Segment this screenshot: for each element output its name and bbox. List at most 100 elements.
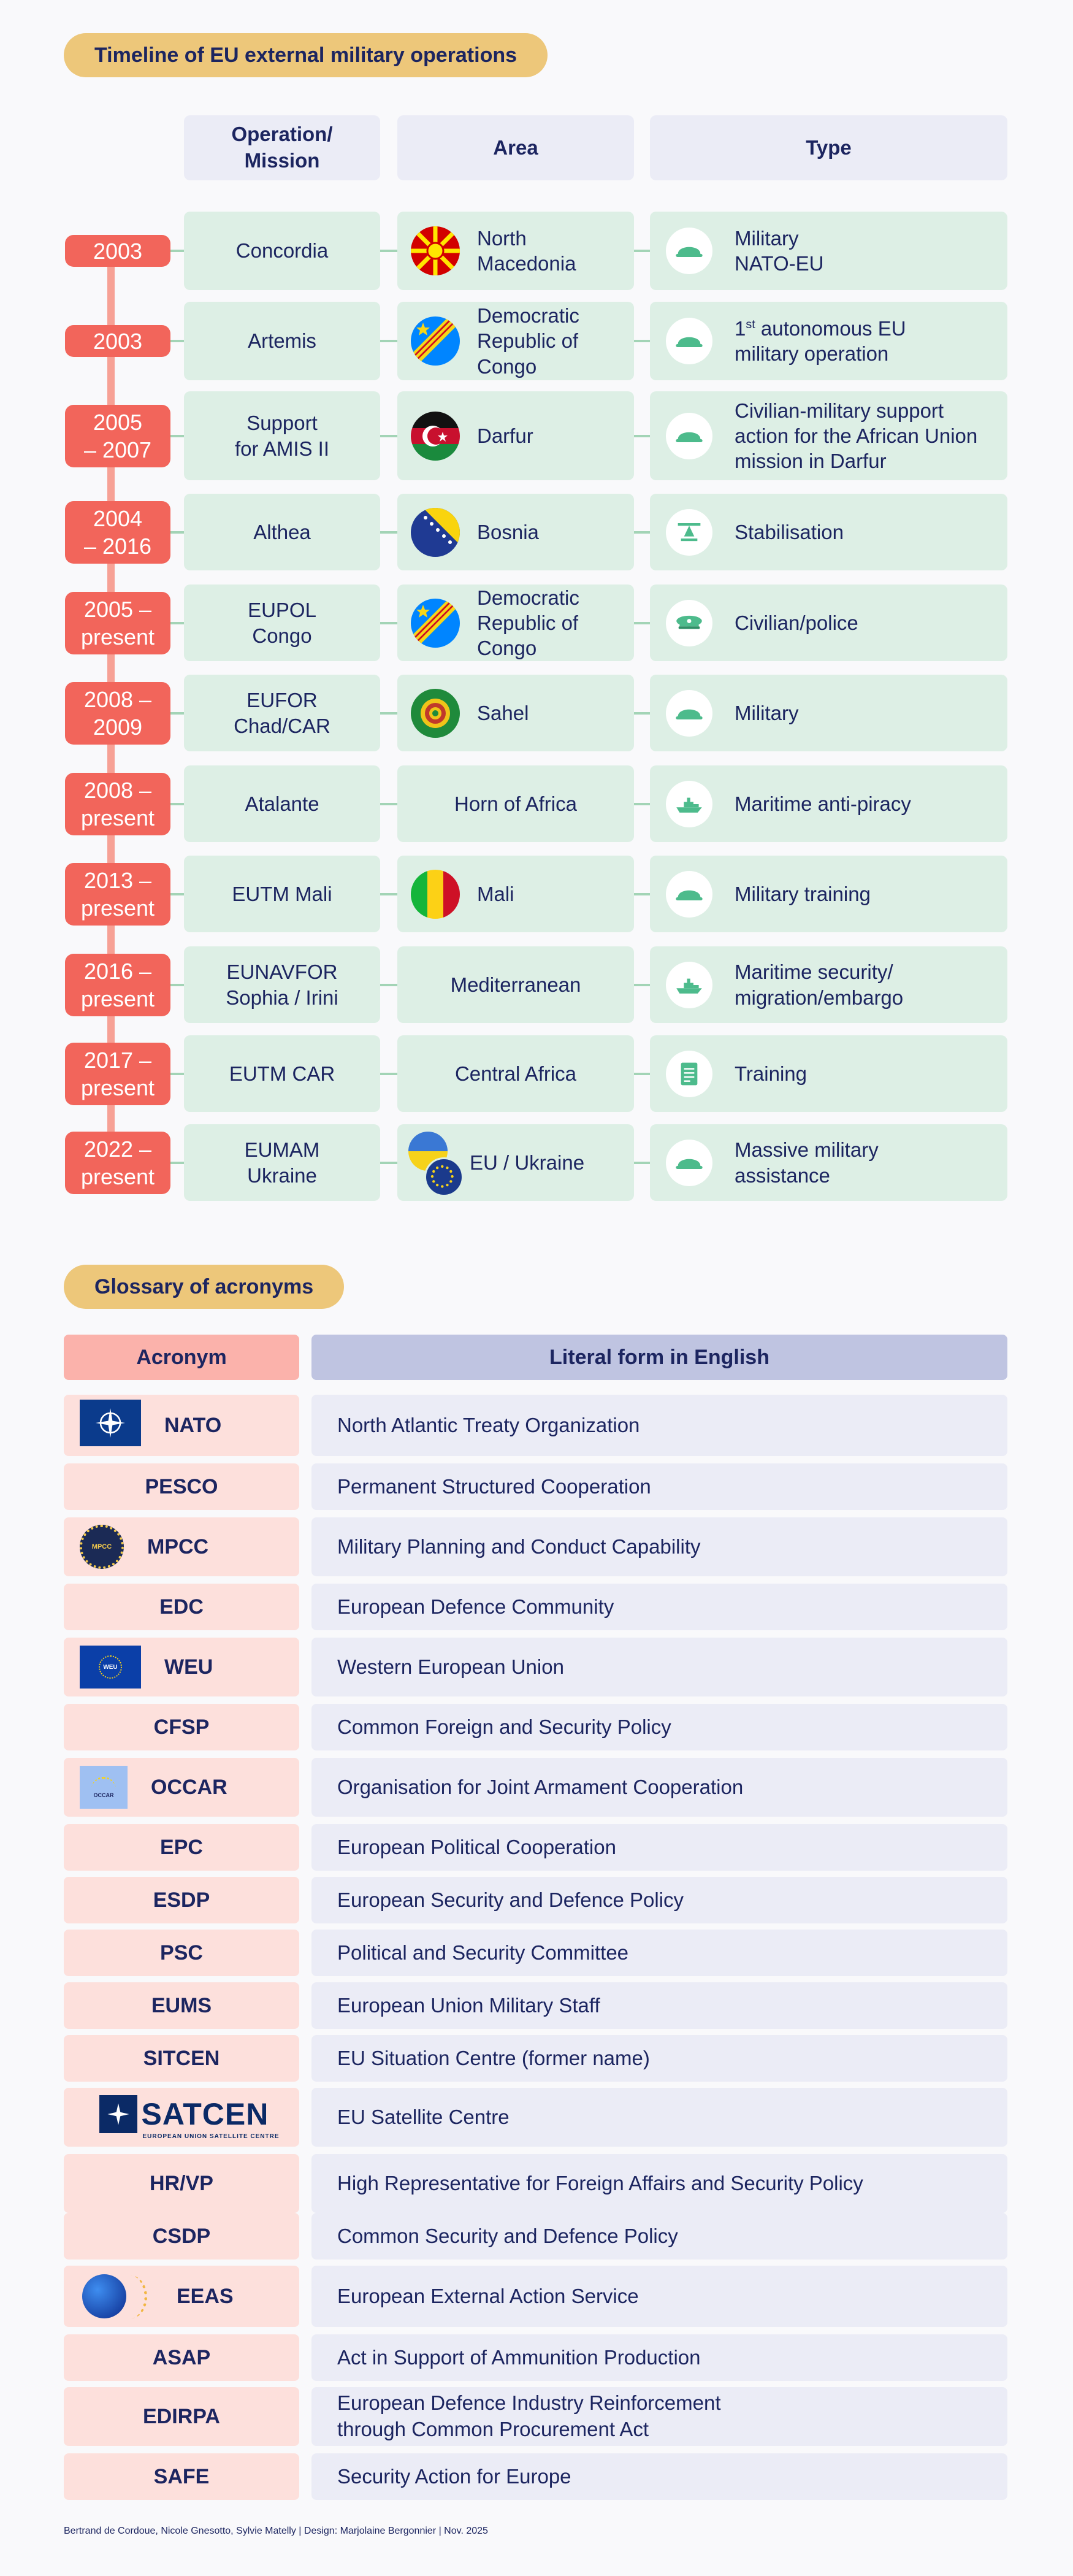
darfur-flag-icon	[411, 411, 460, 461]
nato-flag	[80, 1399, 141, 1452]
header-area: Area	[397, 115, 634, 180]
timeline-title: Timeline of EU external military operati…	[64, 33, 548, 77]
area-label: Central Africa	[454, 1062, 577, 1085]
row-connector	[634, 711, 650, 715]
operation-cell: EUMAM Ukraine	[184, 1124, 380, 1201]
literal-form-cell: Permanent Structured Cooperation	[311, 1463, 1007, 1510]
row-connector	[634, 802, 650, 805]
literal-form-label: European Defence Community	[337, 1595, 614, 1618]
acronym-cell: SITCEN	[64, 2035, 299, 2082]
literal-form-cell: North Atlantic Treaty Organization	[311, 1395, 1007, 1456]
type-label: Massive military assistance	[735, 1138, 879, 1187]
sahel-flag-icon	[411, 688, 460, 738]
row-connector	[170, 983, 184, 986]
credits-footer: Bertrand de Cordoue, Nicole Gnesotto, Sy…	[64, 2526, 488, 2536]
row-connector	[380, 434, 397, 437]
mpcc-seal-text: MPCC	[91, 1543, 112, 1551]
row-connector	[170, 892, 184, 895]
type-cell: Military NATO-EU	[650, 212, 1007, 290]
year-badge: 2013 – present	[65, 862, 170, 926]
acronym-cell: CFSP	[64, 1704, 299, 1750]
area-label: Mali	[477, 882, 514, 905]
helmet-icon	[666, 412, 712, 459]
acronym-cell: PSC	[64, 1930, 299, 1976]
acronym-label: EUMS	[151, 1993, 212, 2017]
literal-form-cell: EU Satellite Centre	[311, 2088, 1007, 2147]
row-connector	[634, 434, 650, 437]
acronym-cell: EDIRPA	[64, 2387, 299, 2446]
acronym-label: MPCC	[147, 1535, 209, 1558]
acronym-label: PESCO	[145, 1474, 218, 1498]
literal-form-label: EU Situation Centre (former name)	[337, 2046, 650, 2069]
row-connector	[634, 621, 650, 624]
north-macedonia-flag-icon	[411, 226, 460, 275]
area-cell: Mediterranean	[397, 946, 634, 1023]
area-label: Horn of Africa	[454, 792, 577, 815]
helmet-icon	[666, 689, 712, 737]
operation-cell: Atalante	[184, 765, 380, 842]
year-badge: 2004 – 2016	[65, 500, 170, 564]
area-cell: Sahel	[397, 675, 634, 751]
literal-form-cell: European Defence Industry Reinforcement …	[311, 2387, 1007, 2446]
row-connector	[170, 531, 184, 534]
type-label: Maritime anti-piracy	[735, 792, 911, 815]
row-connector	[634, 250, 650, 252]
acronym-label: OCCAR	[151, 1775, 227, 1799]
row-connector	[170, 621, 184, 624]
literal-form-label: High Representative for Foreign Affairs …	[337, 2171, 863, 2195]
row-connector	[634, 1072, 650, 1075]
area-cell: Mali	[397, 856, 634, 932]
acronym-label: ESDP	[153, 1888, 210, 1912]
literal-form-label: North Atlantic Treaty Organization	[337, 1413, 640, 1436]
ship-icon	[666, 780, 712, 827]
type-ordinal-suffix: st	[746, 317, 755, 331]
acronym-label: EPC	[160, 1835, 203, 1859]
stabilisation-icon	[666, 508, 712, 556]
dr-congo-flag-icon	[411, 598, 460, 648]
year-badge: 2016 – present	[65, 953, 170, 1016]
type-label: Military training	[735, 882, 871, 905]
type-cell: Training	[650, 1035, 1007, 1112]
year-badge: 2008 – present	[65, 772, 170, 835]
literal-form-cell: European External Action Service	[311, 2266, 1007, 2327]
area-label: Democratic Republic of Congo	[477, 586, 579, 660]
satcen-logo-text: SATCEN	[141, 2096, 269, 2131]
type-label: Military NATO-EU	[735, 226, 824, 275]
area-label: Bosnia	[477, 520, 539, 543]
operation-cell: EUFOR Chad/CAR	[184, 675, 380, 751]
type-cell: 1st autonomous EU military operation	[650, 302, 1007, 380]
literal-form-label: Common Foreign and Security Policy	[337, 1715, 671, 1738]
literal-form-cell: Military Planning and Conduct Capability	[311, 1517, 1007, 1576]
row-connector	[170, 711, 184, 715]
year-badge: 2008 – 2009	[65, 681, 170, 745]
acronym-cell: PESCO	[64, 1463, 299, 1510]
row-connector	[380, 621, 397, 624]
weu-flag: WEU	[80, 1646, 141, 1689]
helmet-icon	[666, 1139, 712, 1186]
header-operation: Operation/ Mission	[184, 115, 380, 180]
row-connector	[634, 1161, 650, 1164]
row-connector	[634, 531, 650, 534]
header-acronym: Acronym	[64, 1335, 299, 1380]
type-cell: Military training	[650, 856, 1007, 932]
acronym-cell: HR/VP	[64, 2154, 299, 2213]
header-literal-form: Literal form in English	[311, 1335, 1007, 1380]
acronym-cell: SATCEN EUROPEAN UNION SATELLITE CENTRE	[64, 2088, 299, 2147]
acronym-cell: MPCC MPCC	[64, 1517, 299, 1576]
acronym-label: SITCEN	[143, 2046, 220, 2070]
helmet-icon	[666, 228, 712, 274]
type-cell: Civilian-military support action for the…	[650, 391, 1007, 480]
document-icon	[666, 1050, 712, 1097]
operation-cell: Support for AMIS II	[184, 391, 380, 480]
ukraine-eu-flags	[408, 1129, 464, 1197]
literal-form-cell: European Security and Defence Policy	[311, 1877, 1007, 1923]
bosnia-flag-icon	[411, 507, 460, 557]
satcen-logo: SATCEN EUROPEAN UNION SATELLITE CENTRE	[99, 2095, 279, 2140]
row-connector	[380, 250, 397, 252]
area-label: Mediterranean	[450, 973, 581, 996]
row-connector	[380, 1161, 397, 1164]
operation-cell: EUTM Mali	[184, 856, 380, 932]
area-cell: Horn of Africa	[397, 765, 634, 842]
area-label: Democratic Republic of Congo	[477, 304, 579, 378]
acronym-label: NATO	[164, 1413, 222, 1437]
